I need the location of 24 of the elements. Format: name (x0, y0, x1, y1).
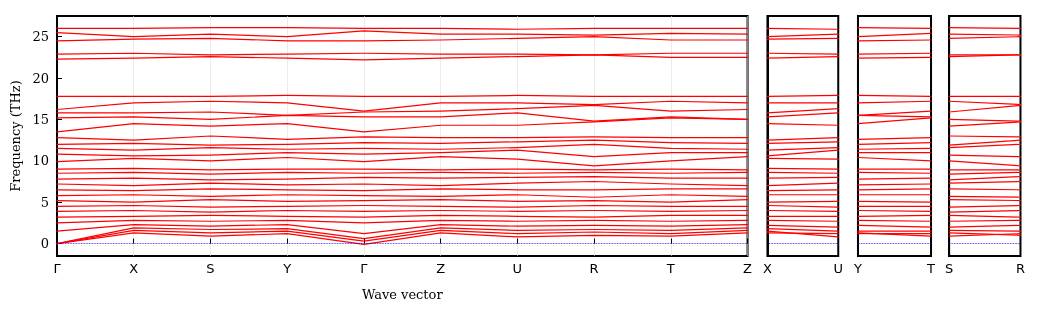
x-tick-label: Γ (53, 261, 62, 276)
y-tick-label: 10 (32, 153, 49, 169)
x-tick-label: R (1015, 261, 1026, 276)
x-axis-title: Wave vector (361, 287, 444, 302)
y-tick-label: 5 (40, 194, 49, 210)
x-tick-label: S (206, 261, 215, 276)
x-tick-label: Γ (360, 261, 369, 276)
x-tick-label: X (129, 261, 139, 276)
x-tick-label: X (763, 261, 772, 276)
x-tick-label: S (944, 261, 954, 276)
x-tick-label: U (833, 261, 843, 276)
x-tick-label: Y (282, 261, 292, 276)
y-tick-label: 0 (40, 236, 49, 252)
x-tick-label: Y (852, 261, 862, 276)
x-tick-label: Z (743, 261, 753, 276)
x-tick-label: T (665, 261, 675, 276)
x-tick-label: R (589, 261, 599, 276)
x-tick-label: T (926, 261, 936, 276)
y-tick-label: 25 (32, 29, 49, 45)
y-tick-label: 15 (32, 111, 49, 127)
y-axis-title: Frequency (THz) (7, 80, 23, 192)
x-tick-label: U (512, 261, 523, 276)
y-tick-label: 20 (32, 70, 49, 86)
x-tick-label: Z (436, 261, 446, 276)
